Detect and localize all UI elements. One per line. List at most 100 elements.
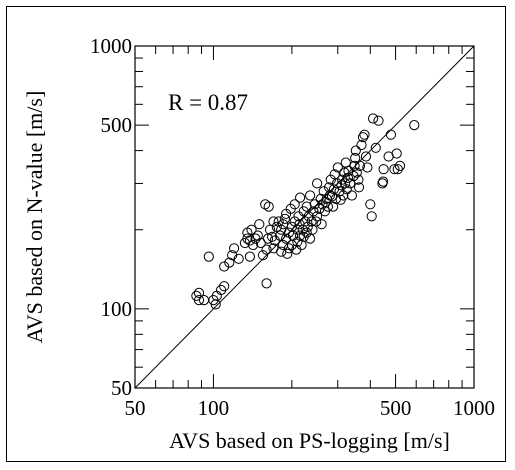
data-point: [219, 261, 230, 272]
data-point: [233, 253, 244, 264]
data-point: [254, 219, 265, 230]
data-point: [366, 211, 377, 222]
data-point: [193, 287, 205, 298]
tick-labels: 50 100 500 1000 50 100 500 1000: [90, 34, 495, 420]
x-axis-label: AVS based on PS-logging [m/s]: [169, 428, 450, 453]
data-point: [302, 221, 313, 232]
data-point: [252, 230, 263, 241]
data-point: [368, 113, 379, 124]
data-point: [263, 201, 274, 212]
data-point: [360, 151, 372, 162]
data-point: [325, 174, 336, 185]
data-point: [255, 237, 266, 249]
data-point: [229, 243, 240, 254]
data-point: [389, 164, 400, 175]
y-tick-label: 100: [101, 297, 133, 321]
data-point: [349, 160, 360, 171]
data-point: [322, 201, 333, 212]
data-point: [340, 157, 351, 168]
data-point: [301, 227, 312, 238]
data-point: [267, 231, 278, 242]
data-point: [227, 250, 238, 261]
data-point: [338, 190, 349, 201]
data-point: [324, 182, 335, 193]
data-point: [312, 178, 323, 189]
data-point: [279, 213, 290, 224]
data-point: [341, 184, 352, 195]
data-point: [193, 295, 205, 306]
data-point: [353, 182, 365, 193]
data-point: [378, 176, 389, 187]
y-tick-label: 500: [101, 113, 133, 137]
data-point: [316, 219, 327, 230]
data-point: [268, 216, 279, 227]
data-point: [328, 201, 339, 212]
data-point: [351, 167, 362, 178]
data-point: [354, 160, 365, 171]
data-point: [394, 160, 406, 171]
data-point: [362, 162, 373, 173]
data-point: [343, 165, 354, 176]
data-point: [283, 243, 295, 254]
data-points: [191, 113, 420, 310]
data-point: [356, 139, 367, 151]
data-point: [332, 162, 343, 173]
x-tick-label: 500: [380, 396, 412, 420]
data-point: [307, 224, 318, 235]
data-point: [373, 115, 384, 126]
x-tick-label: 1000: [453, 396, 495, 420]
data-point: [359, 129, 370, 140]
data-point: [210, 299, 221, 310]
data-point: [274, 230, 286, 241]
data-point: [357, 132, 369, 143]
data-point: [216, 284, 227, 296]
data-point: [346, 190, 357, 201]
data-point: [315, 193, 326, 204]
data-point: [392, 164, 403, 175]
data-point: [342, 172, 353, 183]
data-point: [312, 211, 323, 222]
data-point: [260, 199, 271, 210]
data-point: [281, 233, 292, 244]
data-point: [261, 244, 272, 255]
data-point: [242, 233, 253, 244]
data-point: [353, 174, 364, 185]
data-point: [292, 224, 303, 235]
data-point: [300, 216, 311, 227]
data-point: [224, 257, 235, 268]
data-point: [276, 224, 287, 235]
data-point: [350, 152, 361, 164]
data-point: [385, 129, 396, 140]
data-point: [248, 239, 259, 251]
data-point: [244, 251, 255, 262]
data-point: [203, 251, 214, 262]
data-point: [261, 278, 272, 289]
data-point: [311, 216, 322, 227]
y-axis-label: AVS based on N-value [m/s]: [22, 91, 47, 344]
correlation-annotation: R = 0.87: [168, 90, 248, 115]
data-point: [370, 142, 381, 153]
y-tick-label: 50: [111, 376, 132, 400]
x-tick-label: 100: [198, 396, 230, 420]
data-point: [409, 120, 420, 131]
y-tick-label: 1000: [90, 34, 132, 58]
x-tick-label: 50: [125, 396, 146, 420]
data-point: [219, 281, 230, 292]
data-point: [289, 199, 300, 210]
data-point: [246, 224, 257, 235]
data-point: [301, 201, 312, 212]
data-point: [295, 192, 306, 203]
data-point: [331, 178, 343, 189]
data-point: [305, 190, 316, 201]
data-point: [391, 148, 402, 159]
data-point: [306, 216, 317, 227]
data-point: [340, 178, 351, 189]
data-point: [282, 248, 293, 259]
data-point: [378, 164, 389, 175]
data-point: [257, 250, 269, 261]
data-point: [350, 145, 361, 156]
data-point: [365, 199, 376, 210]
plot-area: [134, 45, 475, 389]
data-point: [296, 239, 307, 251]
